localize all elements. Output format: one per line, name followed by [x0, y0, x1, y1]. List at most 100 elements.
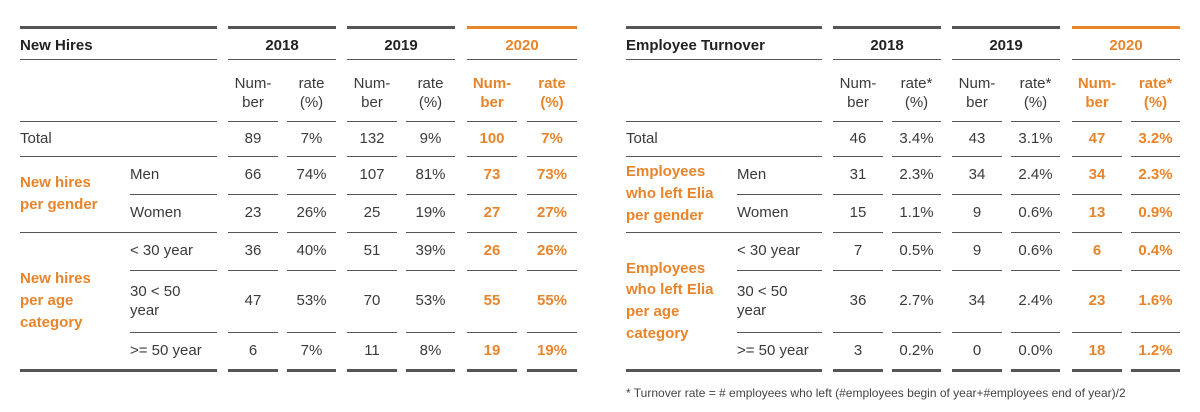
turnover-cell: 31 — [849, 166, 867, 184]
turnover-row-rule-0 — [833, 232, 883, 233]
hires-cell: 55 — [483, 292, 501, 310]
turnover-bottom-rule-1 — [892, 369, 941, 372]
turnover-top-rule-2019 — [952, 26, 1060, 29]
turnover-cell: 43 — [968, 130, 986, 148]
turnover-row-rule-0 — [833, 156, 883, 157]
turnover-row-rule-5 — [1131, 194, 1180, 195]
hires-cell: 8% — [419, 342, 442, 360]
turnover-row-rule-2 — [952, 156, 1002, 157]
hires-row-rule-5 — [527, 332, 577, 333]
turnover-row-rule-2 — [952, 270, 1002, 271]
hires-year-rule-0 — [228, 59, 336, 60]
hires-cell: 53% — [296, 292, 327, 310]
hires-row-rule-2 — [347, 332, 397, 333]
hires-row-rule-4 — [467, 232, 517, 233]
hires-cell: 26 — [483, 242, 501, 260]
hires-cell: 7% — [300, 342, 323, 360]
hires-cell: 73 — [483, 166, 501, 184]
hires-cell: 11 — [364, 342, 380, 360]
turnover-cell: 1.2% — [1138, 342, 1173, 360]
hires-year-2019: 2019 — [384, 37, 418, 55]
turnover-row-rule-4 — [1072, 156, 1122, 157]
turnover-row-rule-3 — [1011, 194, 1060, 195]
hires-row-rule-1 — [287, 194, 336, 195]
turnover-cell: 2.4% — [1018, 166, 1053, 184]
turnover-subheader-rate-1: rate* (%) — [1019, 74, 1052, 111]
hires-row-rule-0 — [228, 232, 278, 233]
turnover-row-rule-4 — [1072, 232, 1122, 233]
turnover-top-rule-2018 — [833, 26, 941, 29]
hires-cell: 89 — [244, 130, 262, 148]
turnover-cell: 3 — [853, 342, 863, 360]
hires-cell: 53% — [415, 292, 446, 310]
turnover-row-rule-sub — [737, 194, 822, 195]
turnover-row-rule-3 — [1011, 332, 1060, 333]
turnover-row-label: Women — [737, 204, 789, 222]
hires-row-rule-1 — [287, 332, 336, 333]
turnover-row-rule-3 — [1011, 156, 1060, 157]
turnover-row-rule-3 — [1011, 270, 1060, 271]
hires-bottom-rule-1 — [287, 369, 336, 372]
hires-group-age: New hires per age category — [20, 270, 91, 331]
hires-cell: 74% — [296, 166, 327, 184]
hires-cell: 73% — [536, 166, 568, 184]
turnover-cell: 13 — [1088, 204, 1106, 222]
turnover-cell: 3.1% — [1018, 130, 1053, 148]
turnover-title: Employee Turnover — [626, 37, 765, 55]
hires-row-rule-sub — [130, 270, 217, 271]
hires-cell: 25 — [363, 204, 381, 222]
turnover-row-rule-5 — [1131, 156, 1180, 157]
hires-cell: 51 — [363, 242, 381, 260]
turnover-cell: 2.7% — [899, 292, 934, 310]
turnover-sub-rule-left — [626, 121, 822, 122]
turnover-subheader-number-2: Num- ber — [1077, 74, 1117, 111]
hires-cell: 23 — [244, 204, 262, 222]
hires-subheader-rate-0: rate (%) — [298, 74, 325, 111]
turnover-year-2019: 2019 — [989, 37, 1023, 55]
turnover-year-rule-1 — [952, 59, 1060, 60]
turnover-cell: 36 — [849, 292, 867, 310]
hires-total-label: Total — [20, 130, 52, 148]
hires-year-2018: 2018 — [265, 37, 299, 55]
turnover-row-rule-5 — [1131, 232, 1180, 233]
hires-cell: 107 — [359, 166, 385, 184]
hires-row-rule-left — [20, 156, 217, 157]
turnover-footnote: * Turnover rate = # employees who left (… — [626, 386, 1126, 400]
hires-cell: 27 — [483, 204, 501, 222]
hires-cell: 66 — [244, 166, 262, 184]
hires-row-rule-5 — [527, 156, 577, 157]
hires-top-rule-2020 — [467, 26, 577, 29]
turnover-row-rule-1 — [892, 232, 941, 233]
hires-row-rule-2 — [347, 270, 397, 271]
hires-cell: 7% — [300, 130, 323, 148]
turnover-row-rule-0 — [833, 270, 883, 271]
hires-cell: 40% — [296, 242, 327, 260]
hires-group-gender: New hires per gender — [20, 174, 98, 213]
turnover-cell: 2.3% — [899, 166, 934, 184]
turnover-row-rule-2 — [952, 232, 1002, 233]
turnover-cell: 47 — [1088, 130, 1106, 148]
turnover-row-rule-left — [626, 232, 822, 233]
hires-row-rule-0 — [228, 156, 278, 157]
hires-row-rule-4 — [467, 156, 517, 157]
hires-cell: 100 — [479, 130, 505, 148]
turnover-row-rule-5 — [1131, 332, 1180, 333]
hires-subheader-rate-2: rate (%) — [538, 74, 566, 111]
hires-cell: 26% — [536, 242, 568, 260]
hires-row-rule-0 — [228, 270, 278, 271]
hires-year-rule-title — [20, 59, 217, 60]
turnover-row-label: 30 < 50 year — [737, 282, 788, 319]
turnover-cell: 0 — [972, 342, 982, 360]
turnover-sub-rule-0 — [833, 121, 883, 122]
hires-year-rule-2 — [467, 59, 577, 60]
hires-sub-rule-5 — [527, 121, 577, 122]
hires-row-label: < 30 year — [130, 242, 193, 260]
turnover-row-rule-1 — [892, 270, 941, 271]
hires-bottom-rule-2 — [347, 369, 397, 372]
turnover-row-rule-4 — [1072, 332, 1122, 333]
hires-row-rule-4 — [467, 194, 517, 195]
hires-subheader-number-2: Num- ber — [472, 74, 512, 111]
turnover-row-label: < 30 year — [737, 242, 800, 260]
hires-cell: 47 — [244, 292, 262, 310]
hires-bottom-rule-5 — [527, 369, 577, 372]
